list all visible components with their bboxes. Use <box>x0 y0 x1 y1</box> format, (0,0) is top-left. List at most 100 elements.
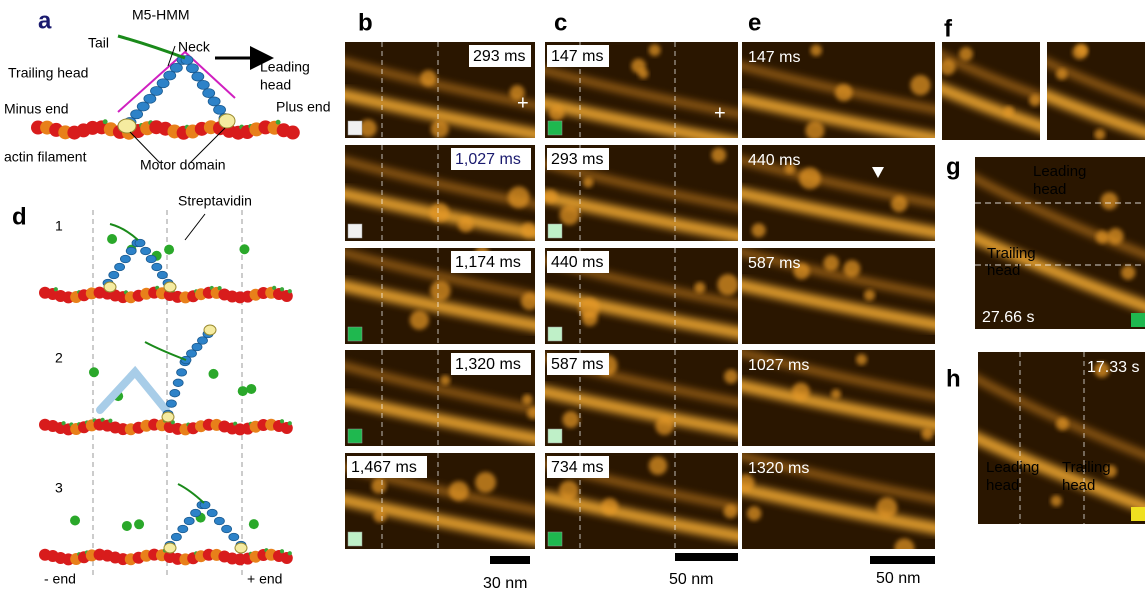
protein-blob <box>831 389 841 399</box>
protein-blob <box>374 510 387 523</box>
protein-blob <box>843 260 860 277</box>
label: + end <box>247 571 282 587</box>
protein-blob <box>724 504 738 518</box>
time-label: 1027 ms <box>748 357 809 374</box>
neck-bead <box>208 97 220 106</box>
time-label: 1,320 ms <box>455 356 521 373</box>
streptavidin <box>208 369 218 379</box>
protein-blob <box>724 369 738 383</box>
protein-blob <box>823 255 839 271</box>
motor-domain <box>235 543 247 553</box>
neck-bead <box>157 79 169 88</box>
protein-blob <box>864 290 875 301</box>
marker: + <box>517 92 529 114</box>
time-label: 1320 ms <box>748 460 809 477</box>
protein-blob <box>549 105 564 120</box>
neck-bead <box>198 337 208 345</box>
protein-blob <box>711 148 726 163</box>
neck-bead <box>207 509 217 517</box>
overlay-label: head <box>987 262 1020 279</box>
label: Tail <box>88 35 109 51</box>
protein-blob <box>792 382 810 400</box>
neck-bead <box>170 389 180 397</box>
neck-bead <box>152 263 162 271</box>
protein-blob <box>449 481 469 501</box>
overlay-label: Trailing <box>987 245 1036 262</box>
protein-blob <box>559 481 579 501</box>
time-label: 293 ms <box>551 151 603 168</box>
streptavidin <box>238 386 248 396</box>
overlay-label: Trailing <box>1062 459 1111 476</box>
protein-blob <box>810 45 822 57</box>
scale-bar-label: 50 nm <box>876 570 920 587</box>
protein-blob <box>959 47 973 61</box>
color-marker <box>1131 313 1145 327</box>
neck-bead <box>120 255 130 263</box>
actin-dot <box>288 551 292 555</box>
overlay-label: head <box>1033 181 1066 198</box>
protein-blob <box>521 292 539 310</box>
afm-image <box>932 42 1050 140</box>
protein-blob <box>910 75 930 95</box>
actin-dot <box>276 120 281 125</box>
actin-dot <box>288 421 292 425</box>
protein-blob <box>876 497 897 518</box>
protein-blob <box>649 456 668 475</box>
actin-dot <box>103 119 108 124</box>
label: Minus end <box>4 101 69 117</box>
figure: abcdefghM5-HMMTailNeckTrailing headLeadi… <box>0 0 1145 592</box>
color-marker <box>1131 507 1145 521</box>
color-marker <box>348 429 362 443</box>
actin-dot <box>280 549 284 553</box>
protein-blob <box>430 280 451 301</box>
protein-blob <box>1094 129 1105 140</box>
neck-bead <box>186 64 198 73</box>
protein-blob <box>799 167 821 189</box>
time-label: 734 ms <box>551 459 603 476</box>
neck-bead <box>184 517 194 525</box>
protein-blob <box>527 407 539 419</box>
scale-bar <box>675 553 738 561</box>
neck-bead <box>229 533 239 541</box>
protein-blob <box>694 282 705 293</box>
protein-blob <box>544 190 557 203</box>
overlay-label: head <box>986 477 1019 494</box>
protein-blob <box>747 506 761 520</box>
neck-bead <box>157 271 167 279</box>
panel-label: f <box>944 15 953 42</box>
color-marker <box>548 532 562 546</box>
protein-blob <box>752 223 766 237</box>
streptavidin <box>164 245 174 255</box>
protein-blob <box>1004 106 1014 116</box>
protein-blob <box>638 69 648 79</box>
neck-bead <box>177 369 187 377</box>
neck-bead <box>214 517 224 525</box>
protein-blob <box>475 472 496 493</box>
color-marker <box>548 121 562 135</box>
streptavidin <box>89 367 99 377</box>
neck-bead <box>126 247 136 255</box>
neck-bead <box>173 379 183 387</box>
panel-label: g <box>946 153 961 180</box>
neck-bead <box>151 87 163 96</box>
protein-blob <box>894 538 914 558</box>
label: Plus end <box>276 99 330 115</box>
protein-blob <box>655 417 673 435</box>
protein-blob <box>717 274 738 295</box>
protein-blob <box>649 44 661 56</box>
protein-blob <box>410 310 429 329</box>
neck-bead <box>171 533 181 541</box>
panel-label: h <box>946 365 961 392</box>
neck-bead <box>178 525 188 533</box>
protein-blob <box>1051 495 1062 506</box>
ghost <box>100 372 166 410</box>
protein-blob <box>420 70 436 86</box>
label: 3 <box>55 480 63 496</box>
neck-bead <box>135 239 145 247</box>
actin-monomer <box>286 126 300 140</box>
color-marker <box>548 224 562 238</box>
neck-bead <box>214 105 226 114</box>
protein-blob <box>940 59 956 75</box>
label: 2 <box>55 350 63 366</box>
scale-bar <box>870 556 935 564</box>
